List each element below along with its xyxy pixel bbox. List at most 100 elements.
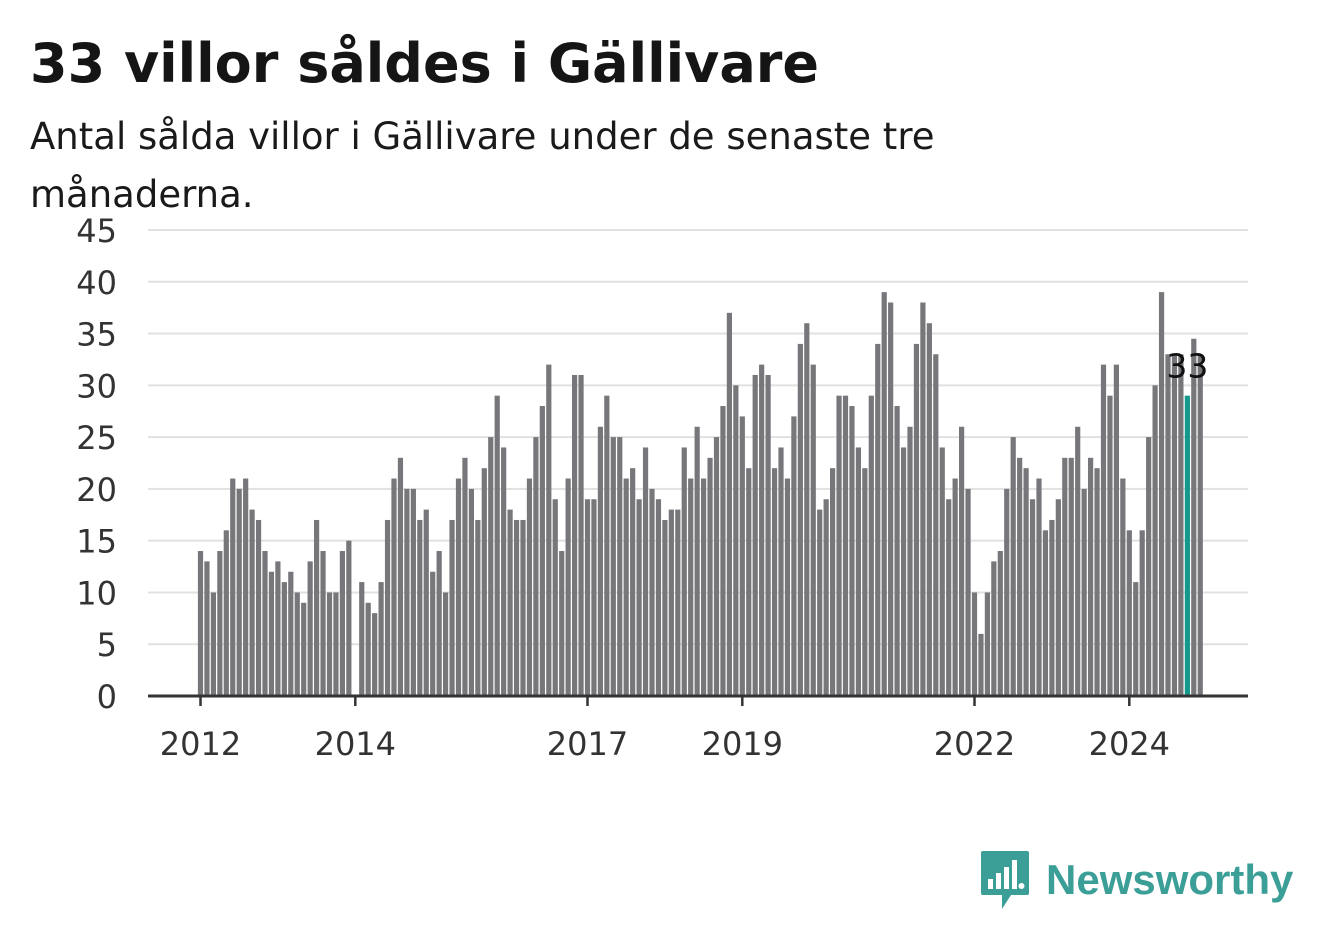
- bar: [1152, 385, 1158, 696]
- brand-name: Newsworthy: [1046, 856, 1294, 903]
- bar: [462, 457, 468, 696]
- bar: [320, 551, 326, 696]
- bar: [623, 478, 629, 696]
- bar: [1191, 338, 1197, 696]
- bar: [597, 426, 603, 696]
- bar: [1165, 354, 1171, 696]
- bar: [243, 478, 249, 696]
- bar: [1094, 468, 1100, 696]
- bar: [301, 602, 307, 696]
- bar: [881, 292, 887, 696]
- x-tick-label: 2017: [547, 725, 628, 763]
- bar: [249, 509, 255, 696]
- bar: [417, 519, 423, 696]
- y-tick-label: 15: [76, 523, 117, 561]
- bar: [636, 499, 642, 696]
- bar: [668, 509, 674, 696]
- bar: [971, 592, 978, 696]
- bar: [217, 551, 223, 696]
- bar: [1178, 354, 1184, 696]
- bar: [423, 509, 429, 696]
- bar: [236, 488, 242, 696]
- bar: [339, 551, 345, 696]
- chart-subtitle: Antal sålda villor i Gällivare under de …: [30, 115, 935, 216]
- bar: [262, 551, 268, 696]
- bar: [688, 478, 694, 696]
- bar: [359, 582, 365, 696]
- bar: [771, 468, 778, 696]
- bar: [404, 488, 410, 696]
- bar: [913, 343, 920, 696]
- bar: [1126, 530, 1132, 696]
- bar: [791, 416, 797, 696]
- bar: [333, 592, 339, 696]
- bar: [326, 592, 333, 696]
- bar: [268, 571, 275, 696]
- bar: [617, 437, 623, 696]
- bar: [759, 364, 765, 696]
- y-tick-label: 20: [76, 471, 117, 509]
- bar: [475, 519, 481, 696]
- bar: [378, 582, 384, 696]
- bar: [952, 478, 958, 696]
- bar: [733, 385, 739, 696]
- bar: [1010, 437, 1016, 696]
- bar: [965, 488, 971, 696]
- bar: [455, 478, 462, 696]
- bar: [849, 406, 855, 696]
- bar: [197, 551, 204, 696]
- bar: [655, 499, 662, 696]
- bar: [1158, 292, 1165, 696]
- bar-highlight: [1184, 395, 1190, 696]
- bar: [1107, 395, 1113, 696]
- bar: [1197, 354, 1203, 696]
- bar: [526, 478, 533, 696]
- y-tick-label: 45: [76, 212, 117, 250]
- bar: [372, 613, 378, 696]
- bar: [946, 499, 952, 696]
- y-tick-label: 0: [97, 678, 117, 716]
- bar: [842, 395, 849, 696]
- chart-title: 33 villor såldes i Gällivare: [30, 32, 820, 95]
- bar: [591, 499, 597, 696]
- bar: [713, 437, 720, 696]
- bar: [817, 509, 823, 696]
- bar: [888, 302, 894, 696]
- bar: [230, 478, 236, 696]
- bar: [410, 488, 416, 696]
- bar: [939, 447, 945, 696]
- bar: [1133, 582, 1139, 696]
- bar: [449, 519, 455, 696]
- bar: [765, 374, 771, 696]
- bar: [1139, 530, 1145, 696]
- bar: [1023, 468, 1029, 696]
- bar: [630, 468, 636, 696]
- bar: [294, 592, 300, 696]
- bar: [436, 551, 442, 696]
- bar: [210, 592, 216, 696]
- bar: [797, 343, 803, 696]
- bar: [501, 447, 507, 696]
- data-label-latest: 33: [1166, 347, 1208, 386]
- bar: [746, 468, 752, 696]
- bar: [546, 364, 552, 696]
- bar: [481, 468, 487, 696]
- bar: [1120, 478, 1126, 696]
- bar: [552, 499, 558, 696]
- bar: [1146, 437, 1152, 696]
- bar: [1004, 488, 1010, 696]
- bar: [468, 488, 474, 696]
- bar: [862, 468, 868, 696]
- bar: [584, 499, 591, 696]
- bar: [649, 488, 655, 696]
- bar: [384, 519, 391, 696]
- bar: [494, 395, 500, 696]
- x-tick-label: 2022: [934, 725, 1015, 763]
- bar: [752, 374, 758, 696]
- bar: [701, 478, 707, 696]
- bar: [959, 426, 965, 696]
- bar: [823, 499, 829, 696]
- y-tick-label: 30: [76, 367, 117, 405]
- bar: [346, 540, 352, 696]
- bar: [539, 406, 545, 696]
